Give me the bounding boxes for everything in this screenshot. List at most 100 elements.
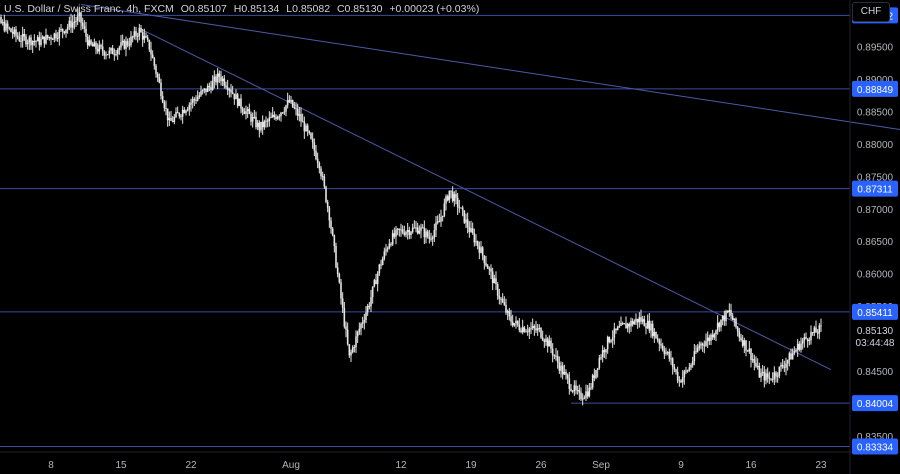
candle-body (178, 113, 181, 117)
candle-body (521, 327, 524, 333)
candle-body (740, 337, 742, 340)
candle-body (326, 201, 329, 208)
candle-body (125, 41, 127, 49)
candle-body (318, 162, 321, 169)
candle-body (808, 340, 811, 342)
candle-body (658, 340, 661, 345)
candle-body (490, 268, 492, 272)
candle-body (255, 116, 257, 128)
candle-body (761, 371, 764, 373)
candle-body (563, 371, 566, 375)
candle-body (631, 320, 634, 325)
candle-body (228, 89, 231, 91)
candle-body (438, 221, 441, 223)
candle-body (101, 46, 104, 52)
candle-body (11, 32, 14, 34)
candle-body (345, 326, 347, 330)
candle-body (423, 227, 426, 238)
candle-body (171, 120, 174, 122)
candle-body (531, 326, 534, 329)
candle-body (15, 29, 17, 36)
symbol-name: U.S. Dollar / Swiss Franc, 4h, FXCM (4, 3, 174, 15)
candle-body (483, 255, 486, 264)
candle-body (513, 323, 516, 326)
candle-body (713, 333, 716, 338)
candle-body (595, 369, 597, 378)
candle-body (456, 197, 459, 208)
candle-body (543, 340, 546, 342)
candle-body (475, 241, 477, 243)
candle-body (153, 58, 156, 66)
candle-body (21, 33, 24, 41)
candle-body (251, 117, 254, 122)
candle-body (366, 305, 369, 313)
candle-body (633, 321, 636, 325)
candle-body (621, 323, 624, 325)
x-tick-label: 16 (745, 460, 757, 471)
candle-body (648, 320, 651, 331)
level-label: 0.88849 (857, 85, 894, 96)
candle-body (660, 344, 662, 346)
candle-body (405, 231, 407, 235)
low-value: L0.85082 (286, 3, 331, 15)
candle-body (386, 248, 389, 250)
candle-body (673, 366, 676, 370)
currency-button[interactable]: CHF (852, 2, 890, 22)
candle-body (781, 365, 784, 367)
candle-body (196, 97, 199, 101)
candle-body (75, 20, 77, 22)
candle-body (451, 191, 454, 201)
candle-body (278, 116, 281, 118)
candle-body (230, 89, 232, 93)
candle-body (96, 49, 99, 52)
candle-body (103, 51, 106, 56)
candle-body (388, 243, 391, 249)
candle-body (466, 219, 469, 228)
x-tick-label: 15 (115, 460, 127, 471)
candle-body (23, 33, 26, 37)
candle-body (253, 116, 256, 118)
candle-body (760, 372, 762, 378)
candle-body (393, 233, 396, 237)
candle-body (116, 49, 119, 55)
candle-body (1, 21, 4, 23)
candle-body (213, 76, 216, 82)
candle-body (218, 73, 221, 77)
candle-body (478, 246, 481, 253)
candle-body (200, 91, 202, 96)
candle-body (461, 207, 464, 211)
candle-body (240, 98, 242, 109)
candle-body (556, 355, 559, 363)
candle-body (30, 37, 32, 46)
candle-body (720, 319, 722, 328)
candle-body (315, 150, 317, 159)
time-axis[interactable]: 8 15 22 Aug 12 19 26 Sep 9 16 23 (0, 451, 900, 471)
candle-body (261, 121, 264, 128)
candle-body (581, 398, 584, 400)
candle-body (73, 21, 76, 23)
candle-body (738, 331, 741, 338)
candle-body (575, 385, 577, 390)
candle-body (168, 118, 171, 121)
candle-body (301, 121, 304, 123)
candle-body (68, 20, 71, 27)
candle-body (28, 37, 31, 43)
level-label-bg (852, 438, 898, 455)
candle-body (770, 378, 772, 380)
candle-body (146, 37, 149, 40)
candle-body (458, 207, 461, 209)
candle-body (558, 362, 561, 371)
candle-body (151, 54, 154, 59)
candle-body (268, 117, 271, 121)
candle-body (448, 190, 451, 201)
y-tick-label: 0.86000 (857, 270, 894, 281)
candle-body (730, 309, 732, 316)
candle-body (55, 33, 57, 38)
level-label: 0.87311 (857, 185, 893, 196)
candle-body (725, 310, 727, 322)
candle-body (108, 50, 111, 55)
candle-body (743, 340, 746, 346)
candle-body (353, 347, 356, 349)
candle-body (90, 40, 92, 45)
